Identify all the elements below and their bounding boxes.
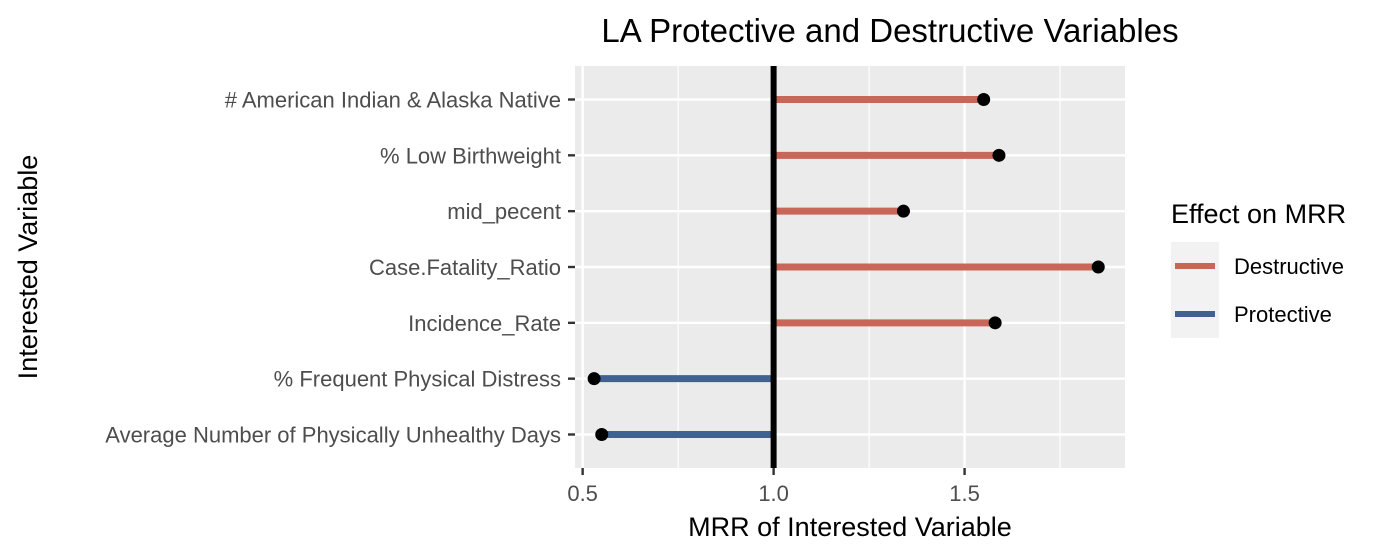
lollipop-points — [587, 93, 1105, 441]
y-tick-label: % Frequent Physical Distress — [274, 367, 561, 392]
data-point-4 — [1091, 260, 1105, 274]
x-tick-label: 1.0 — [758, 481, 789, 506]
chart-title: LA Protective and Destructive Variables — [601, 12, 1178, 49]
y-tick-label: mid_pecent — [447, 199, 561, 224]
legend-label-destructive: Destructive — [1234, 254, 1344, 279]
y-tick-label: Incidence_Rate — [408, 311, 561, 336]
legend-key-background — [1171, 242, 1219, 338]
y-tick-label: Average Number of Physically Unhealthy D… — [105, 423, 561, 448]
x-axis-ticks: 0.5 1.0 1.5 — [567, 468, 980, 506]
data-point-1 — [977, 93, 991, 106]
x-tick-label: 1.5 — [949, 481, 980, 506]
y-axis-ticks: # American Indian & Alaska Native % Low B… — [105, 88, 575, 448]
data-point-3 — [896, 204, 910, 218]
y-tick-label: # American Indian & Alaska Native — [225, 88, 561, 113]
legend-label-protective: Protective — [1234, 302, 1332, 327]
x-tick-label: 0.5 — [567, 481, 598, 506]
data-point-5 — [988, 316, 1002, 330]
y-tick-label: Case.Fatality_Ratio — [369, 255, 561, 280]
lollipop-segments — [594, 96, 1099, 438]
legend-title: Effect on MRR — [1171, 199, 1346, 229]
y-tick-label: % Low Birthweight — [380, 143, 561, 168]
legend: Effect on MRR Destructive Protective — [1171, 199, 1346, 338]
x-axis-title: MRR of Interested Variable — [688, 512, 1012, 542]
data-point-7 — [595, 428, 609, 441]
data-point-2 — [992, 148, 1006, 162]
data-point-6 — [587, 372, 601, 386]
y-axis-title: Interested Variable — [13, 155, 43, 380]
